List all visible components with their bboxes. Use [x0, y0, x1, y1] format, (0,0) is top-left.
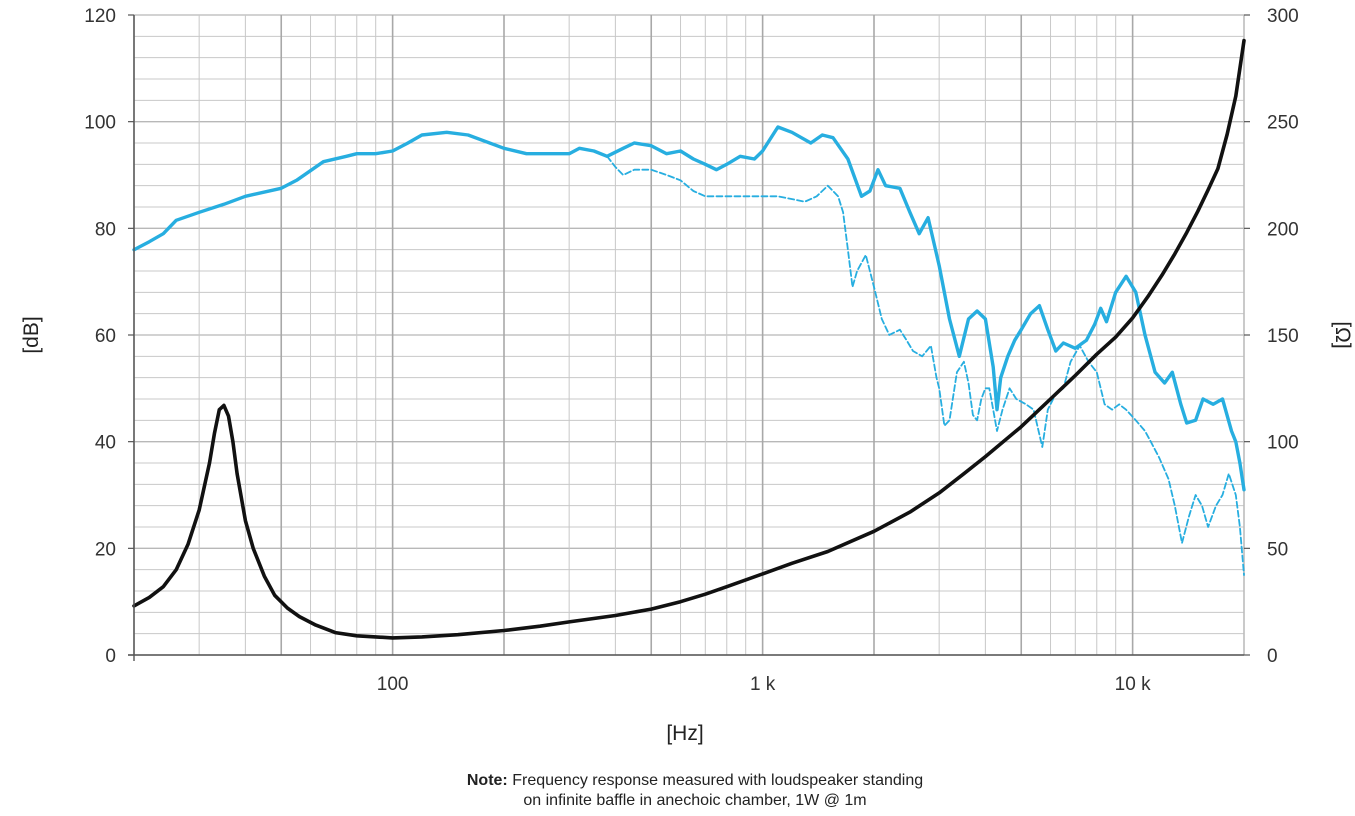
x-tick-label: 10 k	[1115, 674, 1151, 695]
y-right-tick-label: 0	[1267, 646, 1278, 667]
x-tick-label: 1 k	[750, 674, 776, 695]
y-right-tick-label: 300	[1267, 6, 1299, 27]
y-axis-left-title: [dB]	[20, 316, 43, 353]
footnote-label: Note:	[466, 772, 508, 789]
axes	[128, 14, 1250, 661]
spl-off-axis-curve	[606, 155, 1245, 576]
impedance-curve	[132, 38, 1246, 640]
y-right-tick-label: 150	[1267, 326, 1299, 347]
y-left-tick-label: 20	[95, 539, 116, 560]
y-right-tick-label: 250	[1267, 113, 1299, 134]
spl-on-axis-curve	[132, 125, 1246, 492]
y-left-tick-label: 80	[95, 219, 116, 240]
y-axis-right-title: [Ω]	[1331, 321, 1354, 348]
footnote: Note: Frequency response measured with l…	[0, 771, 1355, 811]
y-right-tick-label: 50	[1267, 539, 1288, 560]
x-tick-label: 100	[377, 674, 409, 695]
x-axis-title: [Hz]	[666, 722, 703, 745]
footnote-line-2: on infinite baffle in anechoic chamber, …	[523, 792, 867, 809]
y-left-tick-label: 40	[95, 433, 116, 454]
y-right-tick-label: 100	[1267, 433, 1299, 454]
y-right-tick-label: 200	[1267, 219, 1299, 240]
tick-labels: 0 20 40 60 80 100 120 0 50 100 150 200 250 300 100 1 k 1…	[84, 6, 1298, 695]
y-left-tick-label: 60	[95, 326, 116, 347]
y-left-tick-label: 100	[84, 113, 116, 134]
y-left-tick-label: 0	[105, 646, 116, 667]
y-left-tick-label: 120	[84, 6, 116, 27]
footnote-text-1: Frequency response measured with loudspe…	[512, 772, 924, 789]
grid	[133, 14, 1245, 656]
footnote-line-1: Note: Frequency response measured with l…	[0, 771, 1355, 791]
curves	[132, 38, 1246, 640]
